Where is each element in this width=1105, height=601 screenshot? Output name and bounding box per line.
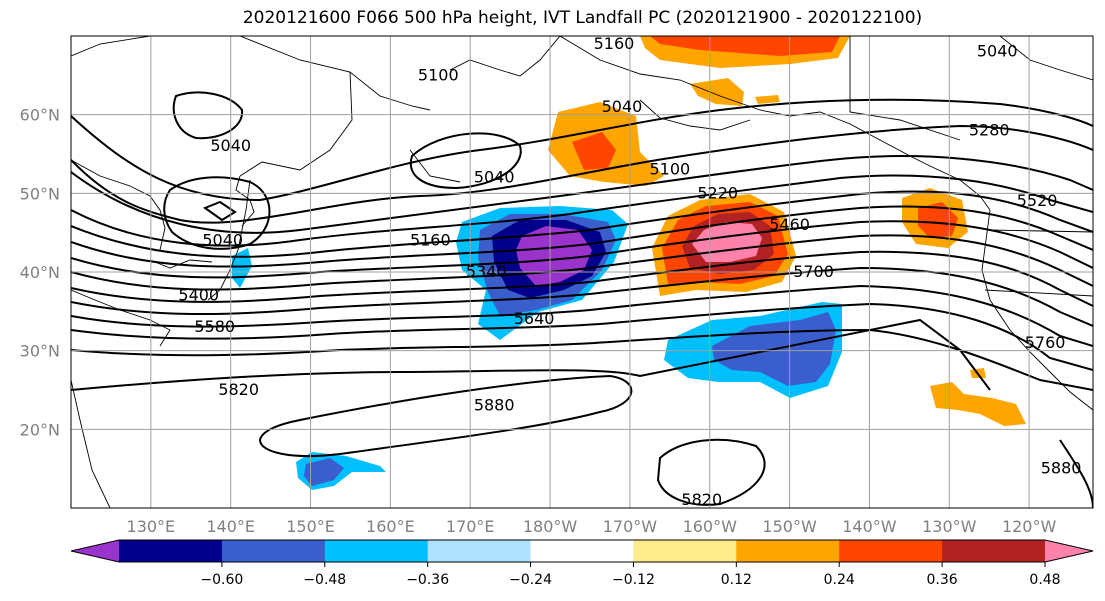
contour-label: 5640 bbox=[514, 309, 555, 328]
colorbar-tick-label: −0.24 bbox=[509, 572, 552, 588]
colorbar-tick-label: 0.36 bbox=[927, 572, 958, 588]
colorbar-tick-label: 0.48 bbox=[1029, 572, 1060, 588]
lat-tick-label: 30°N bbox=[20, 342, 60, 361]
contour-label: 5160 bbox=[410, 231, 451, 250]
colorbar-extend-low bbox=[71, 540, 119, 562]
contour-label: 5280 bbox=[969, 120, 1010, 139]
ivt-positive-blob-north-core bbox=[650, 36, 840, 56]
colorbar: −0.60 −0.48 −0.36 −0.24 −0.12 0.12 0.24 0.36 0.4… bbox=[70, 539, 1094, 588]
contour-label: 5040 bbox=[977, 42, 1018, 61]
lat-tick-label: 60°N bbox=[20, 106, 60, 125]
colorbar-segment bbox=[736, 540, 840, 562]
colorbar-tick-label: 0.24 bbox=[824, 572, 855, 588]
colorbar-segment bbox=[324, 540, 429, 562]
colorbar-segment bbox=[839, 540, 943, 562]
lon-tick-label: 150°E bbox=[286, 517, 335, 536]
contour-label: 5460 bbox=[769, 215, 810, 234]
lon-tick-label: 130°W bbox=[922, 517, 977, 536]
contour-label: 5820 bbox=[218, 380, 259, 399]
contour-label: 5100 bbox=[418, 65, 459, 84]
colorbar-tick-label: −0.12 bbox=[612, 572, 655, 588]
lon-tick-label: 150°W bbox=[762, 517, 817, 536]
figure-title: 2020121600 F066 500 hPa height, IVT Land… bbox=[242, 8, 923, 28]
lon-tick-label: 170°E bbox=[446, 517, 495, 536]
lon-tick-label: 170°W bbox=[603, 517, 658, 536]
contour-label: 5760 bbox=[1025, 333, 1066, 352]
ivt-negative-main-core bbox=[516, 226, 592, 286]
coastlines bbox=[71, 36, 1093, 508]
contour-label: 5820 bbox=[681, 490, 722, 509]
ivt-negative-japan bbox=[232, 248, 252, 288]
contour-label: 5040 bbox=[602, 97, 643, 116]
lon-tick-label: 160°W bbox=[683, 517, 738, 536]
ivt-positive-blob-tiny bbox=[755, 95, 780, 104]
contour-label: 5220 bbox=[697, 183, 738, 202]
contour-label: 5040 bbox=[202, 231, 243, 250]
ivt-positive-blob-small bbox=[690, 78, 744, 106]
colorbar-segment bbox=[119, 540, 223, 562]
contour-label: 5520 bbox=[1017, 191, 1058, 210]
gridlines bbox=[71, 36, 1093, 508]
contour-labels: 5160 5040 5100 5040 5280 5040 5100 5040 5220 5520… bbox=[178, 34, 1082, 509]
lat-tick-label: 40°N bbox=[20, 263, 60, 282]
colorbar-segment bbox=[427, 540, 532, 562]
map-area bbox=[71, 36, 1093, 508]
latitude-labels: 60°N 50°N 40°N 30°N 20°N bbox=[20, 106, 60, 440]
lat-tick-label: 50°N bbox=[20, 184, 60, 203]
lon-tick-label: 130°E bbox=[127, 517, 176, 536]
lon-tick-label: 120°W bbox=[1002, 517, 1057, 536]
map-frame bbox=[70, 35, 1094, 509]
contour-label: 5700 bbox=[793, 262, 834, 281]
colorbar-extend-high bbox=[1045, 540, 1093, 562]
ivt-positive-blob-bering-core bbox=[572, 132, 616, 170]
contour-label: 5160 bbox=[594, 34, 635, 53]
contour-label: 5880 bbox=[474, 396, 515, 415]
ivt-positive-blob-south bbox=[930, 382, 1026, 426]
contour-label: 5040 bbox=[210, 136, 251, 155]
contour-label: 5040 bbox=[474, 168, 515, 187]
colorbar-segment bbox=[221, 540, 326, 562]
colorbar-segment bbox=[942, 540, 1046, 562]
colorbar-tick-label: 0.12 bbox=[721, 572, 752, 588]
ivt-negative-south-core bbox=[304, 458, 344, 486]
colorbar-tick-label: −0.60 bbox=[200, 572, 243, 588]
longitude-labels: 130°E 140°E 150°E 160°E 170°E 180°W 170°W 160°W… bbox=[127, 517, 1057, 536]
colorbar-outline bbox=[70, 539, 1094, 563]
contour-label: 5400 bbox=[178, 286, 219, 305]
colorbar-tick-label: −0.36 bbox=[406, 572, 449, 588]
colorbar-segment bbox=[633, 540, 737, 562]
contour-label: 5880 bbox=[1041, 459, 1082, 478]
colorbar-segment bbox=[530, 540, 634, 562]
ivt-positive-blob-coast-core bbox=[918, 202, 958, 238]
contour-label: 5100 bbox=[649, 160, 690, 179]
lon-tick-label: 140°W bbox=[842, 517, 897, 536]
ivt-positive-shading bbox=[548, 36, 1026, 426]
colorbar-tick-label: −0.48 bbox=[303, 572, 346, 588]
lon-tick-label: 160°E bbox=[366, 517, 415, 536]
lat-tick-label: 20°N bbox=[20, 420, 60, 439]
lon-tick-label: 180°W bbox=[523, 517, 578, 536]
contour-label: 5580 bbox=[194, 317, 235, 336]
contour-label: 5340 bbox=[466, 262, 507, 281]
lon-tick-label: 140°E bbox=[206, 517, 255, 536]
